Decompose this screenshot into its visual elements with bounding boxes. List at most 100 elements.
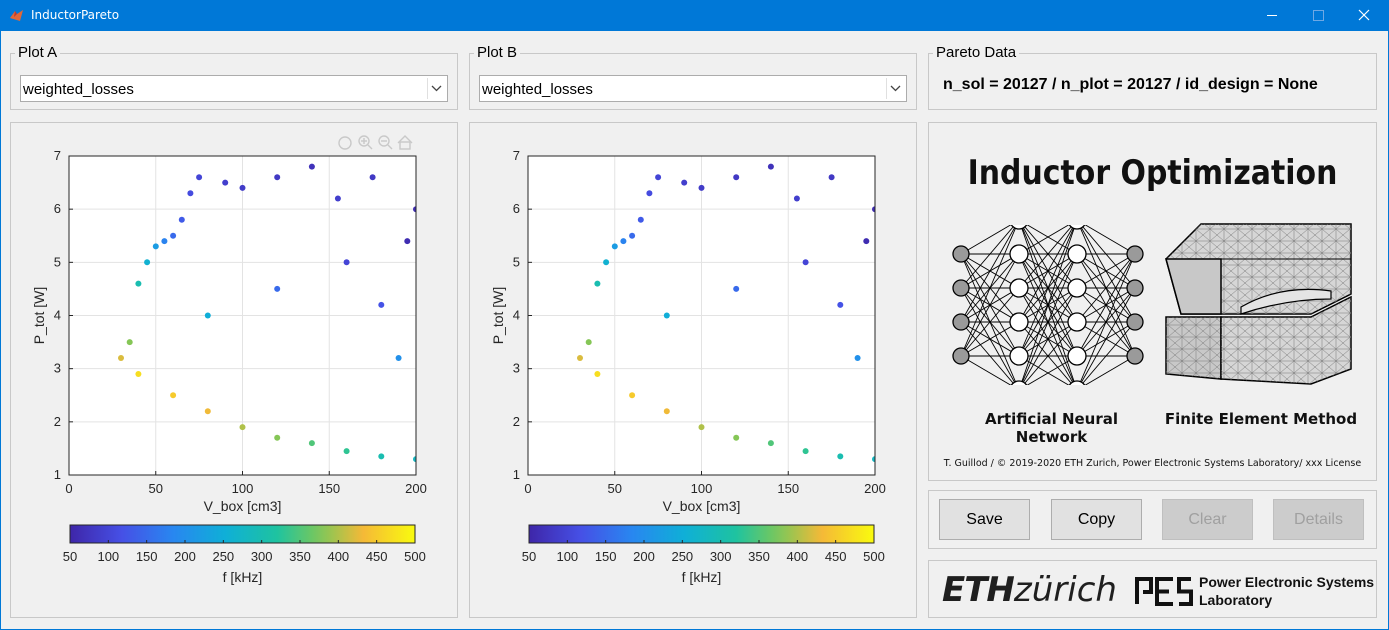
data-point bbox=[828, 174, 835, 181]
nn-connection bbox=[960, 225, 1018, 357]
plot-a-chart[interactable]: 0 50 100 150 200 1 2 3 4 5 6 7 V_box [cm3] P_tot [W] 5… bbox=[11, 123, 457, 617]
chevron-down-icon[interactable] bbox=[427, 78, 445, 99]
ann-caption: Artificial Neural Network bbox=[984, 410, 1119, 446]
y-tick-label: 2 bbox=[54, 414, 61, 429]
axes-toolbar bbox=[338, 135, 413, 150]
colorbar-tick-label: 200 bbox=[633, 549, 655, 564]
nn-connection bbox=[1076, 253, 1136, 323]
zoom-out-icon bbox=[378, 135, 393, 150]
data-point bbox=[308, 163, 315, 170]
data-point bbox=[395, 355, 402, 361]
zoom-in-icon bbox=[358, 135, 373, 150]
title-bar[interactable]: InductorPareto bbox=[0, 0, 1389, 31]
data-point bbox=[837, 453, 844, 460]
nn-node bbox=[1067, 312, 1087, 332]
nn-connection bbox=[1018, 225, 1075, 323]
data-point bbox=[135, 371, 142, 377]
details-button[interactable]: Details bbox=[1273, 499, 1364, 540]
nn-node bbox=[1126, 313, 1144, 331]
data-point bbox=[629, 392, 636, 399]
data-point bbox=[793, 195, 800, 202]
plot-b-chart[interactable]: 0 50 100 150 200 1 2 3 4 5 6 7 V_box [cm3] P_tot [W] 5… bbox=[470, 123, 916, 617]
save-button[interactable]: Save bbox=[939, 499, 1030, 540]
nn-connection bbox=[1080, 321, 1136, 385]
y-tick-label: 7 bbox=[54, 148, 61, 163]
nn-connection bbox=[1079, 287, 1136, 385]
plot-a-dropdown[interactable]: weighted_losses bbox=[20, 75, 448, 102]
pes-logo-text-1: Power Electronic Systems bbox=[1199, 574, 1375, 590]
plot-a-chart-panel: 0 50 100 150 200 1 2 3 4 5 6 7 V_box [cm3] P_tot [W] 5… bbox=[10, 122, 458, 618]
maximize-icon[interactable] bbox=[1295, 0, 1341, 31]
colorbar-tick-label: 100 bbox=[556, 549, 578, 564]
colorbar-tick-label: 450 bbox=[825, 549, 847, 564]
data-point bbox=[663, 312, 670, 319]
nn-connection bbox=[1020, 253, 1078, 385]
nn-connection bbox=[960, 225, 1017, 323]
data-point bbox=[308, 440, 315, 447]
scatter-points bbox=[577, 163, 875, 463]
pareto-info: n_sol = 20127 / n_plot = 20127 / id_desi… bbox=[943, 76, 1318, 93]
data-point bbox=[603, 259, 610, 266]
fem-mesh-illustration bbox=[1165, 223, 1352, 385]
data-point bbox=[135, 280, 142, 287]
data-point bbox=[204, 312, 211, 319]
neural-network-illustration bbox=[952, 225, 1144, 385]
colorbar-label: f [kHz] bbox=[682, 569, 722, 585]
close-icon[interactable] bbox=[1341, 0, 1387, 31]
x-tick-label: 50 bbox=[149, 481, 163, 496]
y-tick-label: 1 bbox=[513, 467, 520, 482]
window-title: InductorPareto bbox=[31, 8, 120, 22]
data-point bbox=[646, 190, 653, 197]
nn-node bbox=[952, 347, 970, 365]
y-tick-label: 3 bbox=[54, 361, 61, 376]
y-axis-label: P_tot [W] bbox=[31, 287, 47, 345]
scatter-points bbox=[118, 163, 416, 463]
nn-connection bbox=[1084, 355, 1136, 385]
colorbar bbox=[528, 524, 875, 544]
eth-logo-bold: ETH bbox=[942, 570, 1015, 610]
x-tick-label: 0 bbox=[524, 481, 531, 496]
data-point bbox=[274, 174, 281, 181]
nn-connection bbox=[960, 253, 1020, 357]
nn-connection bbox=[1084, 225, 1136, 255]
colorbar-tick-label: 400 bbox=[327, 549, 349, 564]
data-point bbox=[802, 448, 809, 455]
y-tick-label: 4 bbox=[513, 308, 520, 323]
data-point bbox=[594, 371, 601, 377]
nn-connection bbox=[1021, 287, 1078, 385]
clear-button[interactable]: Clear bbox=[1162, 499, 1253, 540]
data-point bbox=[413, 456, 416, 463]
nn-connection bbox=[960, 225, 1016, 289]
data-point bbox=[187, 190, 194, 197]
nn-node bbox=[952, 245, 970, 263]
nn-node bbox=[1126, 245, 1144, 263]
data-point bbox=[204, 408, 211, 415]
colorbar-tick-label: 50 bbox=[522, 549, 536, 564]
nn-node bbox=[1067, 244, 1087, 264]
data-point bbox=[663, 408, 670, 415]
data-point bbox=[655, 174, 662, 181]
data-point bbox=[378, 453, 385, 460]
data-point bbox=[733, 285, 740, 292]
nn-connection bbox=[1018, 225, 1076, 357]
eth-logo-rest: zürich bbox=[1013, 570, 1117, 610]
copy-button[interactable]: Copy bbox=[1051, 499, 1142, 540]
nn-connection bbox=[960, 225, 1012, 255]
data-point bbox=[369, 174, 376, 181]
data-point bbox=[144, 259, 151, 266]
nn-connection bbox=[1018, 225, 1074, 289]
data-point bbox=[767, 163, 774, 170]
actions-panel: Save Copy Clear Details bbox=[928, 490, 1377, 549]
nn-connection bbox=[960, 355, 1012, 385]
nn-node bbox=[1009, 244, 1029, 264]
fem-caption: Finite Element Method bbox=[1164, 410, 1358, 428]
plot-b-dropdown[interactable]: weighted_losses bbox=[479, 75, 907, 102]
pes-logo-text-2: Laboratory bbox=[1199, 592, 1273, 608]
nn-connection bbox=[960, 287, 1020, 357]
nn-node bbox=[1126, 279, 1144, 297]
colorbar-tick-label: 200 bbox=[174, 549, 196, 564]
y-tick-label: 5 bbox=[54, 254, 61, 269]
chevron-down-icon[interactable] bbox=[886, 78, 904, 99]
colorbar-tick-label: 100 bbox=[97, 549, 119, 564]
minimize-icon[interactable] bbox=[1249, 0, 1295, 31]
